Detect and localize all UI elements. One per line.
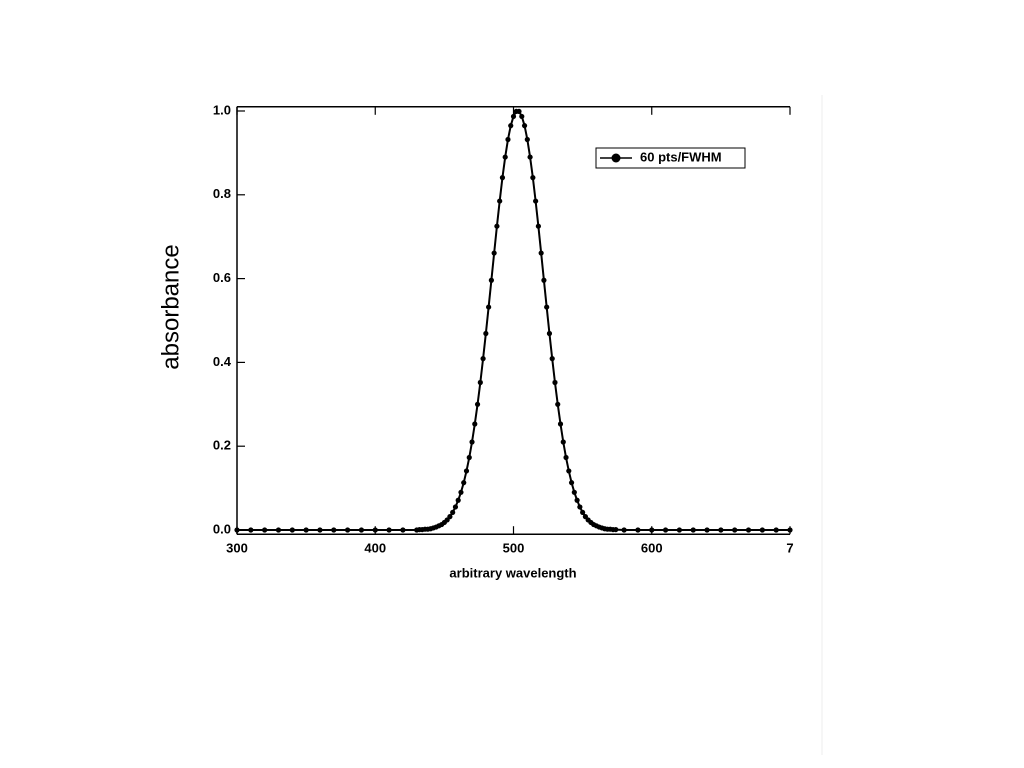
data-point xyxy=(458,489,464,495)
data-point xyxy=(480,356,486,362)
data-point xyxy=(635,527,641,533)
data-point xyxy=(358,527,365,533)
data-point xyxy=(759,527,765,533)
data-point xyxy=(560,439,566,445)
data-point xyxy=(544,304,550,310)
data-point xyxy=(580,509,586,516)
data-point xyxy=(690,527,696,533)
data-point xyxy=(704,527,710,533)
data-point xyxy=(461,480,467,486)
data-point xyxy=(527,154,533,160)
data-point xyxy=(649,527,655,533)
data-point xyxy=(386,527,392,533)
y-tick-label: 0.0 xyxy=(213,521,231,536)
data-point xyxy=(450,509,456,516)
data-point xyxy=(718,527,724,533)
data-point xyxy=(524,136,530,143)
y-tick-label: 0.8 xyxy=(213,186,231,201)
data-point xyxy=(289,527,295,533)
data-point xyxy=(557,421,564,427)
data-point xyxy=(486,304,492,310)
data-point xyxy=(494,223,500,229)
data-point xyxy=(571,489,577,495)
data-point xyxy=(400,527,406,533)
data-point xyxy=(345,527,351,533)
data-point xyxy=(574,497,580,503)
data-point xyxy=(491,250,497,256)
data-point xyxy=(455,497,461,503)
x-tick-label: 600 xyxy=(641,541,663,556)
data-point xyxy=(773,527,779,533)
data-point xyxy=(472,421,478,427)
legend-label: 60 pts/FWHM xyxy=(640,149,722,164)
data-point xyxy=(234,527,240,533)
x-tick-label: 500 xyxy=(503,541,525,556)
data-point xyxy=(372,527,378,533)
data-point xyxy=(477,379,483,386)
data-point xyxy=(510,113,517,120)
data-point xyxy=(521,123,528,129)
x-tick-label: 7 xyxy=(786,541,793,556)
data-point xyxy=(502,154,508,160)
data-point xyxy=(452,504,459,510)
data-point xyxy=(732,527,738,533)
legend-marker xyxy=(611,153,621,163)
data-point xyxy=(566,468,572,474)
data-point xyxy=(331,527,337,533)
y-tick-label: 0.2 xyxy=(213,438,231,453)
data-point xyxy=(530,175,536,181)
data-point xyxy=(538,250,544,256)
y-axis-label: absorbance xyxy=(157,244,184,369)
data-point xyxy=(541,277,547,283)
x-tick-label: 400 xyxy=(364,541,386,556)
data-point xyxy=(505,136,511,143)
data-point xyxy=(662,527,669,533)
data-point xyxy=(262,527,268,533)
data-point xyxy=(535,223,541,229)
data-point xyxy=(621,527,627,533)
data-point xyxy=(787,527,793,533)
data-point xyxy=(497,198,503,204)
data-point xyxy=(519,113,525,120)
y-tick-label: 0.4 xyxy=(213,354,232,369)
data-point xyxy=(552,379,558,386)
data-point xyxy=(463,468,470,474)
data-point xyxy=(568,480,575,486)
data-point xyxy=(613,526,619,533)
data-point xyxy=(546,330,553,337)
data-point xyxy=(533,198,539,204)
x-axis-label: arbitrary wavelength xyxy=(449,565,576,580)
data-point xyxy=(474,401,481,407)
data-point xyxy=(499,175,506,181)
data-point xyxy=(516,108,522,115)
data-point xyxy=(466,454,472,461)
data-point xyxy=(303,527,309,533)
data-point xyxy=(469,439,475,445)
data-point xyxy=(577,504,583,510)
data-point xyxy=(563,454,569,461)
data-point xyxy=(483,330,489,337)
data-point xyxy=(555,401,561,407)
x-tick-label: 300 xyxy=(226,541,248,556)
legend-box xyxy=(595,147,746,169)
data-point xyxy=(317,527,323,533)
data-point xyxy=(508,123,514,129)
data-point xyxy=(275,527,282,533)
data-point xyxy=(488,277,494,283)
y-tick-label: 1.0 xyxy=(213,102,231,117)
data-point xyxy=(248,527,254,533)
data-point xyxy=(549,356,555,362)
data-point xyxy=(447,514,453,520)
series-line xyxy=(237,110,790,532)
y-tick-label: 0.6 xyxy=(213,270,231,285)
data-point xyxy=(676,527,683,533)
data-point xyxy=(745,527,752,533)
